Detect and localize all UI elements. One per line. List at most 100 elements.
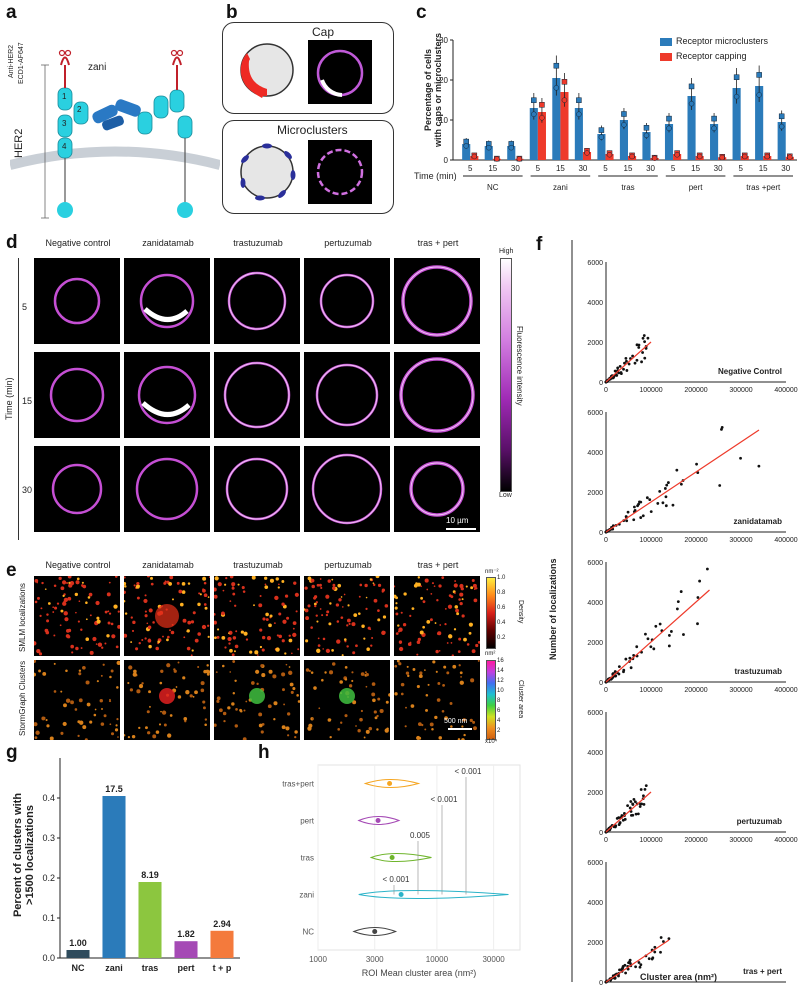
c-point [531,111,537,117]
e-localization [95,643,98,645]
e-localization [292,627,295,630]
e-localization [62,580,67,585]
e-localization [129,688,134,692]
e-localization [477,640,480,644]
f-point [682,633,685,636]
e-localization [96,619,101,624]
e-localization [281,639,285,643]
f-point [638,805,642,808]
f-ytick-label: 6000 [587,260,603,267]
e-localization [237,583,240,586]
e-localization [207,635,210,638]
e-localization [409,614,412,618]
e-localization [242,590,246,593]
c-point [756,92,762,98]
e-localization [116,686,119,689]
e-localization [34,600,38,604]
c-point [494,156,500,162]
e-localization [278,634,283,639]
colorbar-low: Low [499,492,512,499]
e-localization [397,624,400,627]
e-col-header-3: pertuzumab [324,560,372,570]
e-localization [167,733,172,738]
e-localization [322,637,326,641]
e-localization [327,579,331,583]
f-point [656,502,660,505]
e-localization [183,636,186,639]
f-point [644,632,647,636]
e-localization [359,717,363,722]
e-localization [95,600,100,606]
e-localization [335,603,340,607]
e-localization [86,702,91,707]
e-localization [214,636,217,640]
f-xtick-label: 100000 [639,537,662,544]
e-localization [377,697,381,701]
e-localization [331,662,336,666]
e-localization [34,641,37,646]
e-localization [343,593,346,596]
f-ytick-label: 0 [599,680,603,687]
e-localization [459,680,464,685]
e-localization [265,612,269,617]
e-col-header-2: trastuzumab [233,560,283,570]
f-ytick-label: 0 [599,980,603,987]
e-localization [432,660,436,664]
g-bar [102,796,126,958]
e-localization [398,627,403,632]
e-localization [80,628,83,631]
e-localization [243,709,246,712]
e-localization [373,598,378,603]
e-localization [63,611,68,616]
cap-box [222,22,394,114]
e-localization [325,594,330,599]
c-bar [755,86,764,160]
e-localization [47,602,51,605]
c-ytick-label: 10 [439,116,448,125]
e-localization [468,631,472,635]
chart-c-time-label: Time (min) [414,171,457,181]
c-point [696,153,703,160]
e-localization [308,669,311,672]
f-point [662,940,665,943]
e-localization [67,596,72,601]
e-localization [109,723,112,726]
e-localization [332,586,336,590]
e-localization [355,644,358,648]
e-localization [364,671,367,674]
e-localization [181,590,186,594]
d-cell-image [304,446,390,532]
e-localization [254,650,259,655]
e-localization [454,592,456,594]
f-point [648,498,652,502]
e-localization [424,669,426,671]
e-localization [418,736,422,740]
e-localization [336,620,340,623]
e-localization [337,728,341,731]
e-cluster [249,688,265,704]
cap-image [308,40,372,104]
e-localization [74,592,78,597]
legend-label-cap: Receptor capping [676,51,747,61]
f-point [720,427,723,431]
e-localization [406,665,409,668]
e-localization [166,638,169,642]
e-localization [147,625,152,630]
her2-diagram [10,49,220,219]
f-point [635,358,639,362]
c-point [778,123,785,130]
e-localization [425,693,429,697]
e-localization [133,584,136,587]
d-cell-image [124,446,210,532]
e-localization [141,639,144,641]
c-point [643,132,650,139]
f-point [659,936,663,939]
e-localization [416,640,421,644]
e-localization [365,729,370,734]
e-localization [265,618,269,622]
f-point [614,674,617,678]
e-localization [65,669,68,673]
e-localization [261,673,266,678]
e-localization [348,684,353,688]
g-category-label: NC [72,963,85,973]
